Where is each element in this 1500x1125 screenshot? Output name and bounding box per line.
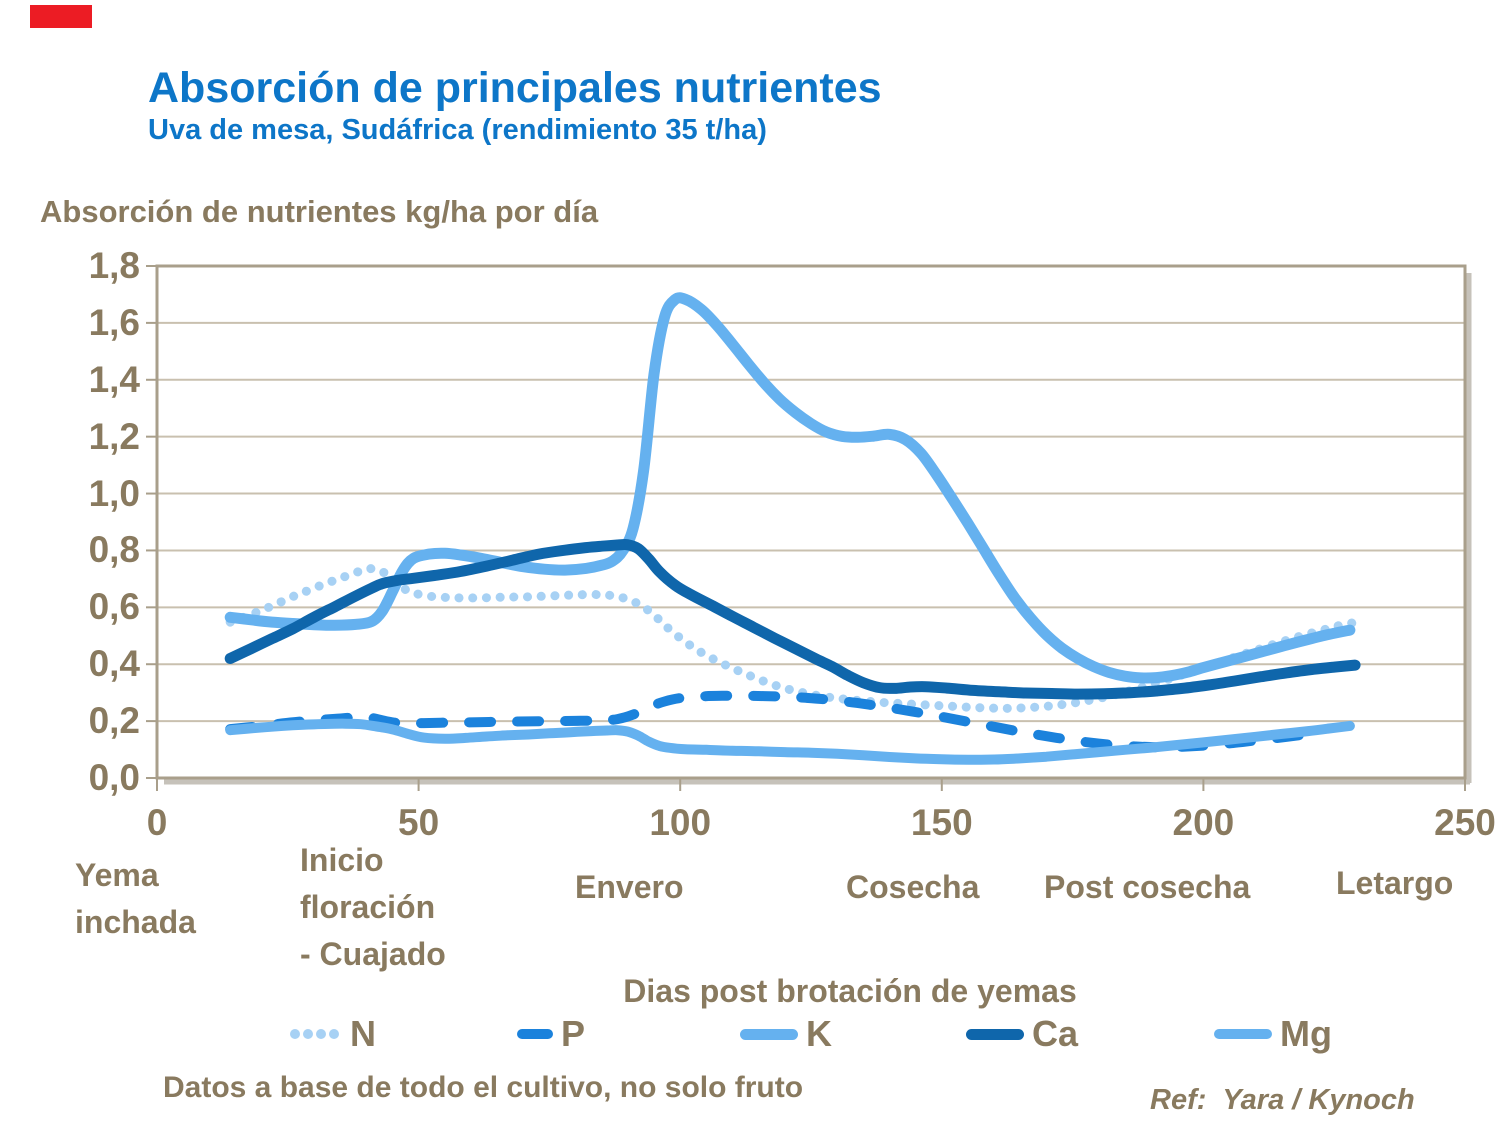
x-tick-label: 150 [910,802,973,843]
legend-label-Ca: Ca [1032,1013,1079,1054]
legend-label-K: K [806,1013,832,1054]
legend-label-N: N [350,1013,376,1054]
legend-dot [329,1029,339,1039]
legend-marker-Mg [1214,1029,1272,1039]
phase-label-5: Post cosecha [1044,869,1251,905]
legend-bar [517,1029,553,1039]
legend-item-Mg: Mg [1214,1012,1332,1056]
phase-label-6: Letargo [1336,865,1454,901]
reference: Ref: Yara / Kynoch [1150,1084,1415,1117]
x-tick-label: 50 [398,802,440,843]
legend-dot [290,1029,300,1039]
plot-frame [155,264,1467,780]
reference-value: Yara / Kynoch [1222,1084,1415,1116]
phase-label-2: Inicio floración - Cuajado [300,842,446,972]
chart-title: Absorción de principales nutrientes [148,64,882,112]
y-tick-label: 1,2 [88,415,140,457]
phase-label-1: Yema inchada [75,857,196,940]
y-tick-label: 0,2 [88,700,140,742]
x-axis-title: Dias post brotación de yemas [623,973,1077,1009]
phase-label-3: Envero [575,869,684,905]
x-tick-label: 250 [1434,802,1496,843]
series-Mg-curve [225,718,1355,765]
legend-dot [303,1029,313,1039]
legend-marker-N [290,1029,342,1039]
legend-marker-P [517,1029,553,1039]
y-tick-label: 0,0 [88,757,140,798]
reference-label: Ref: [1150,1084,1207,1116]
legend-bar [1214,1029,1272,1039]
legend-label-Mg: Mg [1280,1013,1332,1054]
legend-item-Ca: Ca [966,1012,1078,1056]
y-tick-label: 1,6 [88,301,140,343]
red-accent-mark [30,5,92,28]
legend-item-P: P [517,1012,585,1056]
series-K-curve [224,292,1356,684]
y-axis-title: Absorción de nutrientes kg/ha por día [40,194,599,229]
y-tick-label: 1,8 [88,245,140,286]
y-tick-label: 1,0 [88,472,140,514]
legend-marker-Ca [966,1028,1024,1040]
legend-dot [316,1029,326,1039]
legend-marker-K [740,1028,798,1040]
y-tick-label: 0,6 [88,586,140,628]
y-tick-label: 0,4 [88,643,140,685]
series-Ca-curve [224,539,1361,700]
x-tick-label: 0 [146,802,168,843]
x-tick-label: 200 [1172,802,1235,843]
y-tick-label: 0,8 [88,529,140,571]
legend-item-N: N [290,1012,376,1056]
legend-bar [966,1028,1024,1040]
y-tick-label: 1,4 [88,358,140,400]
x-tick-label: 100 [649,802,712,843]
footnote: Datos a base de todo el cultivo, no solo… [163,1071,804,1104]
chart-subtitle: Uva de mesa, Sudáfrica (rendimiento 35 t… [148,114,767,146]
legend-item-K: K [740,1012,832,1056]
legend-label-P: P [561,1013,586,1054]
legend-bar [740,1028,798,1040]
phase-label-4: Cosecha [846,869,980,905]
